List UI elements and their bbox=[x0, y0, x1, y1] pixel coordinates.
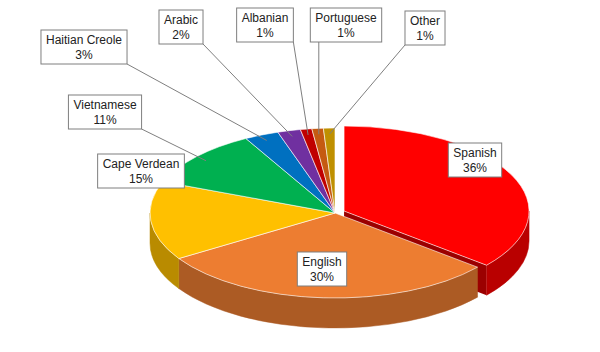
label-category: English bbox=[302, 255, 341, 269]
label-value: 1% bbox=[337, 26, 355, 40]
label-category: Portuguese bbox=[315, 11, 377, 25]
label-box bbox=[41, 30, 127, 64]
data-labels: Spanish36%English30%Cape Verdean15%Vietn… bbox=[41, 8, 502, 286]
label-box bbox=[68, 95, 141, 129]
label-category: Spanish bbox=[453, 146, 496, 160]
label-box bbox=[237, 8, 294, 42]
label-category: Cape Verdean bbox=[103, 157, 180, 171]
label-category: Arabic bbox=[164, 13, 198, 27]
label-category: Haitian Creole bbox=[46, 33, 122, 47]
label-value: 15% bbox=[129, 172, 153, 186]
data-label: English30% bbox=[297, 252, 346, 286]
label-value: 3% bbox=[75, 48, 93, 62]
pie-tops bbox=[150, 126, 529, 298]
label-category: Other bbox=[410, 14, 440, 28]
label-box bbox=[98, 154, 185, 188]
leader-line bbox=[127, 64, 267, 140]
data-label: Other1% bbox=[330, 11, 445, 134]
label-box bbox=[448, 143, 501, 177]
slice bbox=[312, 128, 335, 213]
data-label: Spanish36% bbox=[448, 143, 501, 177]
slice bbox=[300, 129, 335, 213]
label-value: 2% bbox=[172, 28, 190, 42]
label-box bbox=[310, 8, 381, 42]
label-box bbox=[297, 252, 346, 286]
data-label: Cape Verdean15% bbox=[98, 154, 185, 188]
label-category: Albanian bbox=[242, 11, 289, 25]
data-label: Haitian Creole3% bbox=[41, 30, 267, 140]
leader-line bbox=[318, 42, 319, 134]
label-value: 36% bbox=[463, 161, 487, 175]
label-box bbox=[159, 10, 203, 44]
leader-line bbox=[142, 129, 206, 161]
leader-line bbox=[203, 44, 292, 136]
chart: Spanish36%English30%Cape Verdean15%Vietn… bbox=[0, 0, 600, 352]
data-label: Albanian1% bbox=[237, 8, 308, 135]
leader-line bbox=[293, 42, 308, 135]
data-label: Arabic2% bbox=[159, 10, 292, 136]
label-value: 30% bbox=[310, 270, 334, 284]
pie bbox=[150, 126, 529, 328]
data-label: Vietnamese11% bbox=[68, 95, 206, 161]
label-value: 1% bbox=[256, 26, 274, 40]
label-box bbox=[405, 11, 445, 45]
slice bbox=[323, 128, 335, 213]
label-value: 11% bbox=[93, 113, 116, 127]
label-category: Vietnamese bbox=[73, 98, 136, 112]
label-value: 1% bbox=[416, 29, 434, 43]
leader-line bbox=[330, 45, 405, 134]
